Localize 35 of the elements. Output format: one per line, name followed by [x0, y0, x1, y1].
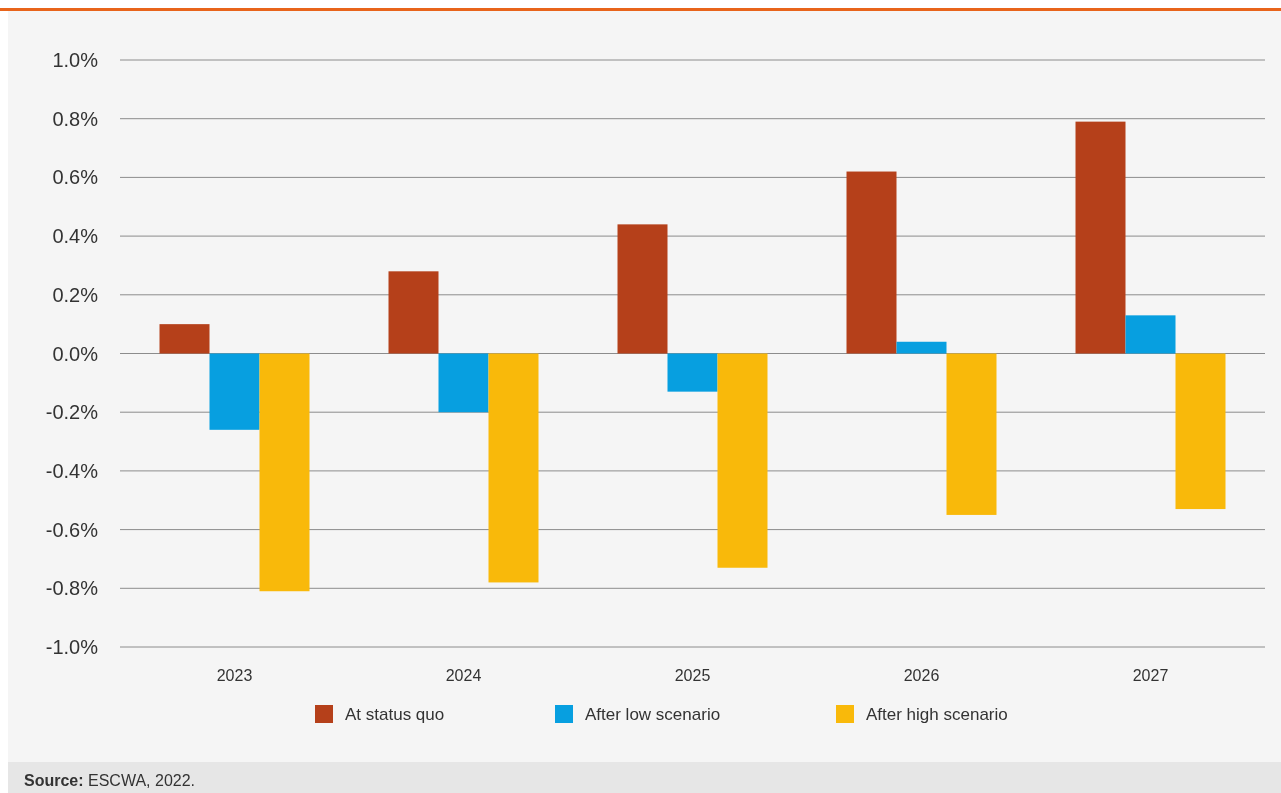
x-tick-label: 2025 [674, 667, 711, 684]
bar [1175, 353, 1226, 510]
y-tick-label: -0.8% [45, 577, 99, 600]
y-tick-label: 0.2% [52, 283, 99, 306]
legend-label: After low scenario [585, 704, 721, 724]
x-tick-label: 2023 [216, 667, 253, 684]
bar [896, 341, 947, 354]
bar [388, 271, 439, 354]
bar [1125, 315, 1176, 354]
legend-label: At status quo [345, 704, 445, 724]
x-tick-label: 2024 [445, 667, 482, 684]
bar [846, 171, 897, 354]
y-tick-label: -0.6% [45, 518, 99, 541]
bar [438, 353, 489, 413]
legend-label: After high scenario [866, 704, 1008, 724]
bar [617, 224, 668, 354]
bar [488, 353, 539, 583]
y-tick-label: -1.0% [45, 636, 99, 658]
y-tick-label: 0.4% [52, 225, 99, 248]
x-tick-label: 2026 [903, 667, 940, 684]
y-tick-label: -0.2% [45, 401, 99, 424]
source-note: Source: ESCWA, 2022. [24, 771, 196, 789]
bar [1075, 121, 1126, 354]
bar [259, 353, 310, 592]
x-tick-label: 2027 [1132, 667, 1169, 684]
bar [717, 353, 768, 568]
y-tick-label: 0.0% [52, 342, 99, 365]
bar [946, 353, 997, 515]
bar [667, 353, 718, 392]
bar [159, 324, 210, 354]
y-tick-label: 0.8% [52, 107, 99, 130]
y-tick-label: 0.6% [52, 166, 99, 189]
y-tick-label: -0.4% [45, 459, 99, 482]
bar [209, 353, 260, 430]
y-tick-label: 1.0% [52, 49, 99, 71]
